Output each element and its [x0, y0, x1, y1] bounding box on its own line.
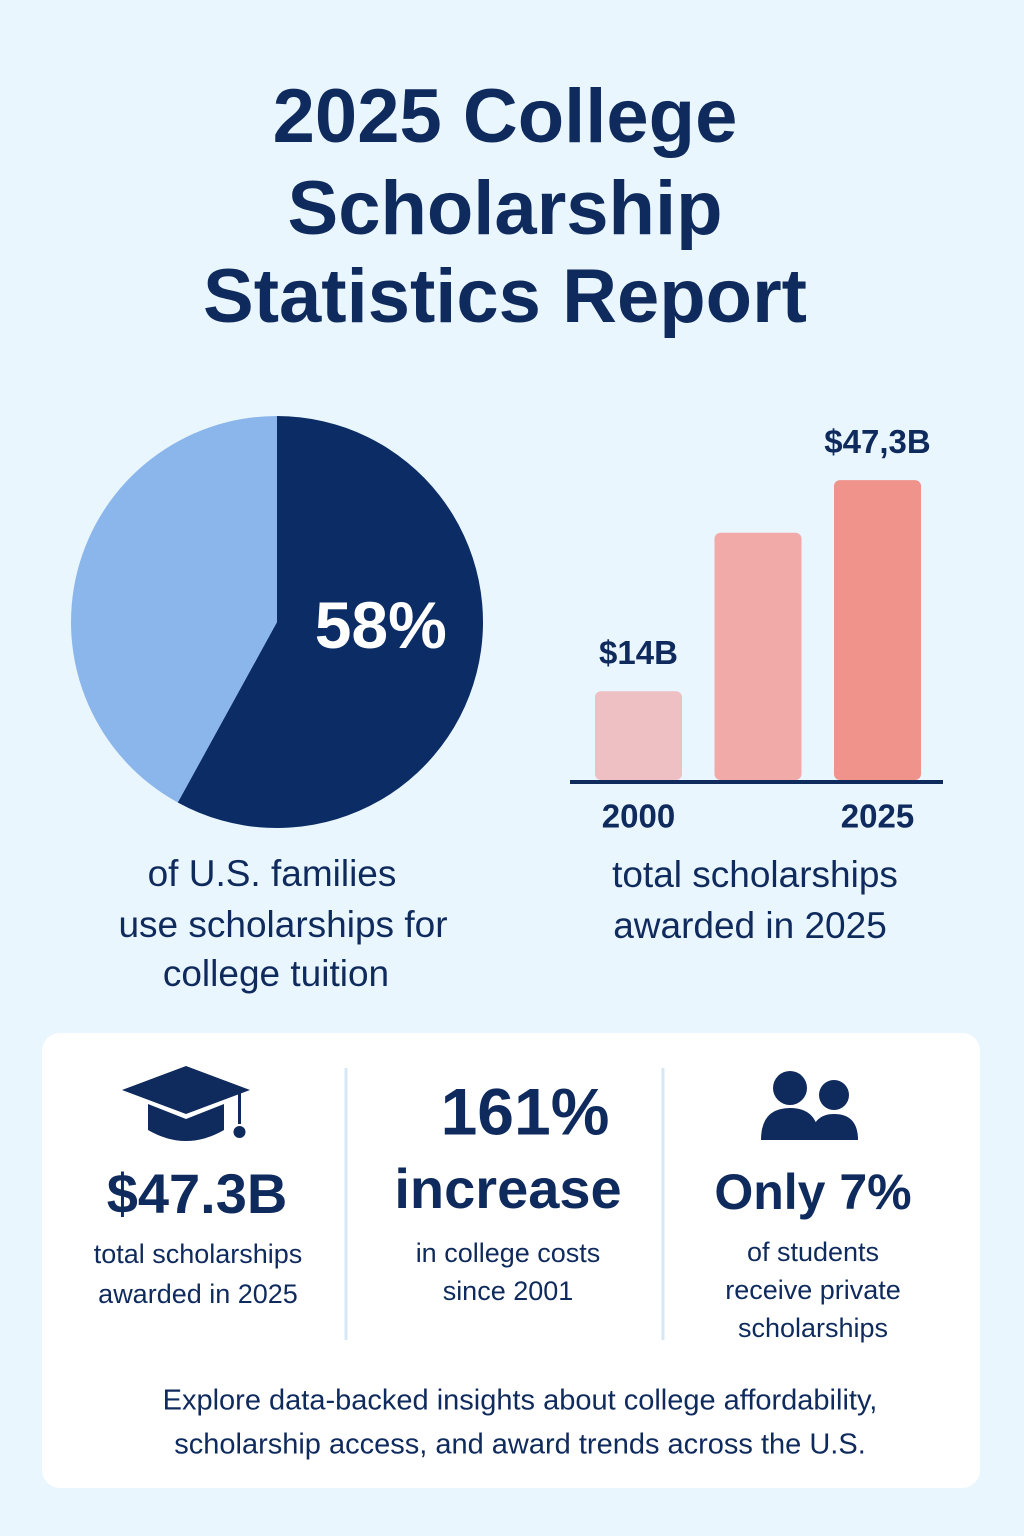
people-icon — [761, 1071, 858, 1140]
stats-card — [42, 1033, 980, 1488]
stat-value: $47.3B — [107, 1162, 288, 1225]
bar — [714, 532, 802, 780]
stat-text: scholarships — [738, 1313, 888, 1343]
title-line: Scholarship — [288, 166, 723, 251]
stat-text: awarded in 2025 — [98, 1279, 298, 1309]
pie-caption: of U.S. families — [148, 853, 397, 894]
stat-text: in college costs — [416, 1238, 601, 1268]
pie-caption: college tuition — [163, 953, 389, 994]
pie-caption: use scholarships for — [118, 904, 447, 945]
title-line: 2025 College — [273, 74, 738, 159]
x-tick-label: 2025 — [841, 798, 914, 835]
bar — [595, 691, 682, 780]
footer-text: scholarship access, and award trends acr… — [174, 1429, 866, 1461]
stat-text: receive private — [725, 1275, 901, 1305]
pie-slice — [71, 416, 277, 803]
bar-caption: awarded in 2025 — [613, 905, 887, 946]
title-line: Statistics Report — [203, 254, 807, 339]
stat-text: of students — [747, 1237, 879, 1267]
footer-text: Explore data-backed insights about colle… — [163, 1385, 878, 1417]
bar — [834, 480, 921, 780]
bar-caption: total scholarships — [612, 854, 898, 895]
stat-value: 161% — [441, 1074, 610, 1148]
stat-text: since 2001 — [443, 1276, 574, 1306]
stat-text: total scholarships — [94, 1239, 303, 1269]
bar-value-label: $47,3B — [824, 423, 930, 460]
graduation-cap-icon — [122, 1066, 250, 1141]
stat-value: Only 7% — [714, 1164, 911, 1220]
pie-value-label: 58% — [315, 588, 447, 662]
stat-headline: increase — [394, 1157, 621, 1220]
bar-value-label: $14B — [599, 634, 678, 671]
x-tick-label: 2000 — [602, 798, 675, 835]
pie-slice — [177, 416, 484, 828]
